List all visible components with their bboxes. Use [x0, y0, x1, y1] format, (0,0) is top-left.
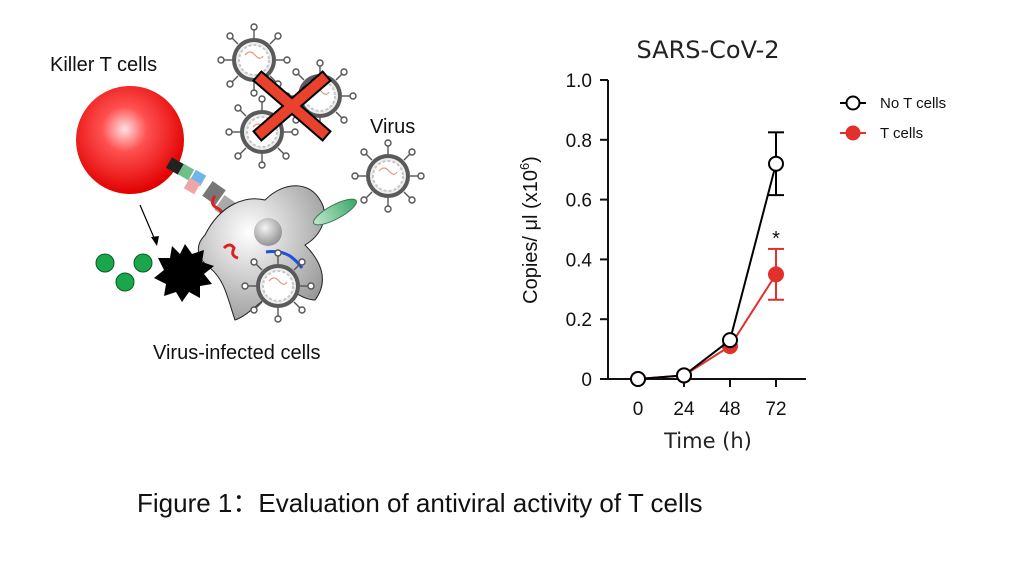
legend-label: No T cells	[880, 95, 946, 112]
virus-label: Virus	[370, 116, 416, 138]
x-tick-label: 48	[719, 399, 740, 420]
x-tick-label: 0	[633, 399, 644, 420]
cross-icon	[252, 70, 332, 142]
chart-panel: SARS-CoV-2 0 0.2 0.4 0.6 0.8 1.0 0 24 48 72 * Ti…	[500, 0, 1014, 470]
data-point	[630, 371, 646, 387]
y-ticks: 0 0.2 0.4 0.6 0.8 1.0	[566, 71, 608, 391]
series-line	[637, 163, 777, 380]
y-tick-label: 0.6	[566, 191, 592, 212]
chart-title: SARS-CoV-2	[636, 36, 779, 64]
legend: No T cells T cells	[840, 95, 946, 142]
data-point	[722, 332, 738, 349]
x-ticks: 0 24 48 72	[633, 379, 787, 420]
granule	[115, 272, 135, 292]
series-line	[637, 273, 777, 380]
line-chart: SARS-CoV-2 0 0.2 0.4 0.6 0.8 1.0 0 24 48 72 * Ti…	[517, 36, 946, 453]
y-tick-label: 0	[581, 370, 592, 391]
y-axis-label-sup: 6	[517, 163, 532, 170]
y-tick-label: 0.8	[566, 131, 592, 152]
data-point	[676, 367, 692, 384]
y-tick-label: 1.0	[566, 71, 592, 92]
apoptosis-burst	[154, 244, 214, 302]
figure-caption: Figure 1：Evaluation of antiviral activit…	[137, 488, 703, 518]
green-vesicle	[313, 198, 357, 226]
significance-asterisk: *	[772, 228, 780, 250]
legend-label: T cells	[880, 125, 923, 142]
virus-particle	[217, 23, 291, 97]
diagram-art	[76, 23, 425, 323]
legend-marker	[845, 125, 861, 141]
series-t-cells	[630, 247, 784, 387]
viral-rna-red	[222, 243, 239, 260]
t-cell-receptor	[165, 157, 207, 195]
y-tick-label: 0.4	[566, 250, 593, 271]
y-axis-label: Copies/ μl (x106)	[517, 156, 542, 304]
killer-t-cells-label: Killer T cells	[50, 54, 158, 76]
virus-particle	[241, 249, 315, 323]
series-layer	[630, 131, 784, 387]
y-tick-label: 0.2	[566, 310, 592, 331]
cell-nucleus	[254, 218, 282, 246]
killer-t-cell	[76, 86, 184, 194]
granule	[95, 253, 115, 273]
series-no-t-cells	[630, 131, 784, 387]
x-tick-label: 72	[765, 399, 786, 420]
mechanism-diagram: Killer T cells Virus Virus-infected cell…	[0, 0, 500, 400]
y-axis-label-end: )	[520, 156, 542, 163]
data-point	[768, 266, 784, 283]
x-tick-label: 24	[673, 399, 695, 420]
granule	[133, 253, 153, 273]
data-point	[768, 155, 784, 172]
y-axis-label-main: Copies/ μl (x10	[520, 170, 542, 304]
virus-particle	[351, 139, 425, 213]
x-axis-label: Time (h)	[663, 429, 752, 453]
legend-marker	[845, 95, 861, 111]
infected-cells-label: Virus-infected cells	[153, 342, 321, 364]
